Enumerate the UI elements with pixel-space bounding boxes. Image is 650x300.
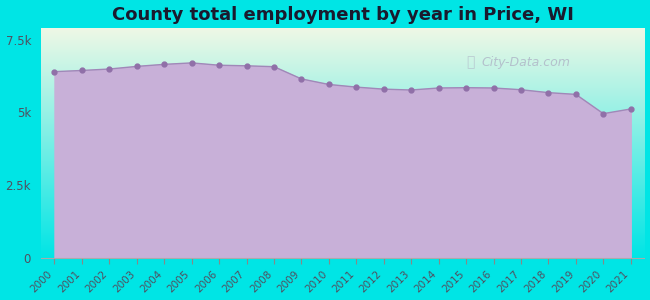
Title: County total employment by year in Price, WI: County total employment by year in Price… (112, 6, 573, 24)
Text: City-Data.com: City-Data.com (482, 56, 570, 69)
Text: ⓘ: ⓘ (466, 56, 474, 70)
